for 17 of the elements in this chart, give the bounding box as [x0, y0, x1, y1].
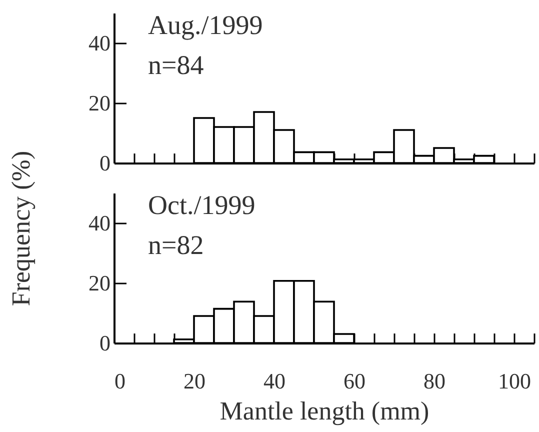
y-tick-label: 0 [100, 150, 110, 176]
y-tick-label: 20 [88, 270, 110, 296]
y-tick-label: 0 [100, 330, 110, 356]
y-tick-label: 20 [88, 90, 110, 116]
annotation: n=82 [148, 230, 204, 260]
x-tick-label: 20 [184, 368, 206, 394]
x-tick-label: 60 [344, 368, 366, 394]
x-tick-label: 80 [424, 368, 446, 394]
y-tick-label: 40 [88, 210, 110, 236]
x-axis-title: Mantle length (mm) [220, 396, 430, 426]
y-axis-title: Frequency (%) [6, 150, 36, 306]
x-tick-label: 100 [498, 368, 531, 394]
y-tick-label: 40 [88, 30, 110, 56]
annotation: n=84 [148, 50, 204, 80]
annotation: Aug./1999 [148, 10, 263, 40]
annotation: Oct./1999 [148, 190, 256, 220]
x-tick-label: 40 [264, 368, 286, 394]
